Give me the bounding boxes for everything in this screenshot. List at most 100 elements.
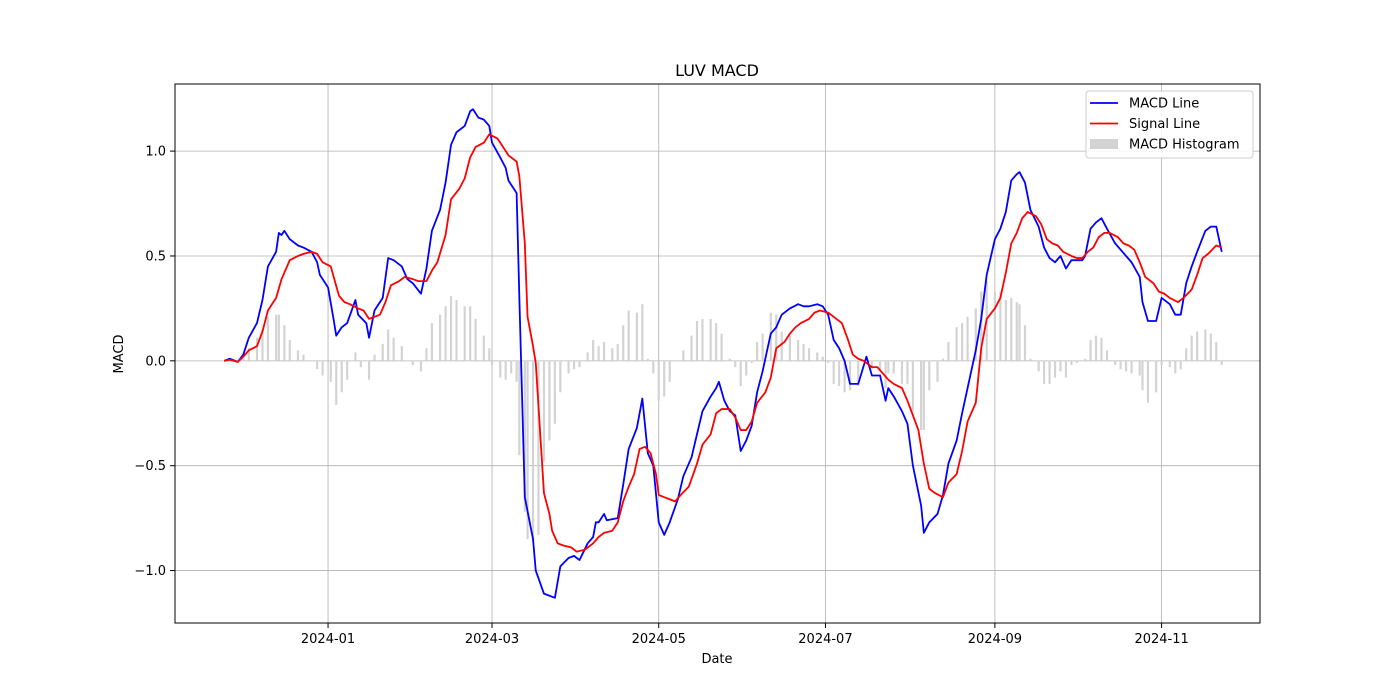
histogram-bar (720, 333, 723, 361)
histogram-bar (884, 360, 887, 389)
histogram-bar (592, 339, 595, 361)
y-tick-label: −1.0 (134, 564, 166, 579)
histogram-bar (750, 360, 753, 363)
histogram-bar (802, 344, 805, 361)
x-axis-title: Date (701, 652, 732, 667)
histogram-bar (775, 314, 778, 361)
histogram-bar (999, 291, 1002, 361)
histogram-bar (1105, 350, 1109, 361)
histogram-bar (504, 360, 507, 380)
histogram-bar (827, 360, 830, 363)
histogram-bar (381, 344, 384, 361)
histogram-bar (296, 350, 300, 361)
histogram-bar (288, 339, 291, 361)
histogram-bars (223, 281, 1223, 542)
histogram-bar (340, 360, 343, 393)
histogram-bar (1059, 360, 1062, 372)
histogram-bar (622, 325, 625, 361)
signal-lineseries (224, 133, 1223, 553)
histogram-bar (439, 314, 442, 361)
histogram-bar (928, 360, 931, 391)
histogram-bar (745, 360, 748, 376)
histogram-bar (247, 348, 250, 361)
histogram-bar (857, 360, 860, 387)
x-tick-label: 2024-09 (968, 632, 1022, 647)
histogram-bar (1075, 360, 1078, 363)
histogram-bar (602, 341, 606, 361)
histogram-bar (367, 360, 371, 380)
histogram-bar (635, 312, 638, 361)
histogram-bar (879, 360, 882, 370)
histogram-bar (1023, 325, 1027, 361)
histogram-bar (1048, 360, 1051, 384)
histogram-bar (392, 337, 395, 361)
histogram-bar (387, 329, 390, 361)
histogram-bar (515, 360, 518, 382)
plot-border (174, 83, 1261, 624)
legend-label-macd-line: MACD Line (1129, 97, 1199, 112)
x-tick-label: 2024-07 (798, 632, 852, 647)
histogram-bar (936, 360, 939, 382)
histogram-bar (335, 360, 338, 405)
histogram-bar (406, 360, 409, 362)
histogram-bar (1004, 300, 1007, 361)
histogram-bar (715, 323, 718, 361)
histogram-bar (1083, 358, 1087, 361)
legend-label-signal-line: Signal Line (1129, 117, 1200, 132)
histogram-bar (1081, 360, 1084, 362)
histogram-bar (1209, 333, 1212, 361)
histogram-bar (373, 354, 376, 361)
histogram-bar (816, 352, 819, 361)
histogram-bar (1010, 297, 1013, 361)
histogram-bar (411, 360, 414, 366)
histogram-bar (1043, 360, 1046, 384)
histogram-bar (1196, 331, 1199, 361)
histogram-bar (663, 360, 666, 397)
histogram-bar (843, 360, 846, 393)
histogram-bar (900, 360, 904, 384)
histogram-bar (1130, 360, 1133, 374)
histogram-bar (690, 335, 693, 361)
histogram-bar (499, 360, 502, 378)
legend-label-macd-histogram: MACD Histogram (1129, 138, 1240, 153)
histogram-bar (838, 360, 841, 387)
histogram-bar (1094, 335, 1098, 361)
x-axis-ticks: 2024-01 2024-03 2024-05 2024-07 2024-09 2024-… (301, 623, 1189, 647)
histogram-bar (627, 310, 630, 361)
chart-title: LUV MACD (675, 61, 759, 80)
y-tick-label: −0.5 (134, 459, 166, 474)
histogram-bar (870, 360, 874, 370)
histogram-bar (455, 300, 458, 361)
histogram-bar (578, 360, 581, 368)
histogram-bar (1015, 302, 1018, 361)
histogram-bar (1018, 304, 1021, 361)
histogram-bar (1089, 339, 1092, 361)
histogram-bar (597, 346, 600, 361)
histogram-bar (354, 352, 357, 361)
histogram-bar (641, 304, 644, 361)
histogram-bar (1114, 360, 1117, 366)
histogram-bar (756, 341, 759, 361)
histogram-bar (947, 341, 950, 361)
histogram-bar (728, 358, 731, 361)
histogram-bar (567, 360, 570, 374)
histogram-bar (329, 360, 332, 382)
legend: MACD Line Signal Line MACD Histogram (1085, 90, 1254, 159)
histogram-bar (993, 291, 996, 361)
histogram-bar (652, 360, 655, 374)
histogram-bar (941, 358, 945, 361)
series-lines (223, 108, 1223, 599)
histogram-bar (1138, 360, 1141, 376)
histogram-bar (1146, 360, 1150, 403)
histogram-bar (1179, 360, 1182, 370)
histogram-bar (302, 354, 305, 361)
histogram-bar (255, 337, 259, 361)
histogram-bar (586, 352, 589, 361)
histogram-bar (542, 360, 546, 462)
histogram-bar (1070, 360, 1073, 366)
histogram-bar (922, 360, 925, 431)
histogram-bar (1155, 360, 1158, 393)
histogram-bar (223, 360, 226, 362)
histogram-bar (734, 360, 737, 368)
legend-swatch-macd-histogram (1090, 139, 1118, 149)
